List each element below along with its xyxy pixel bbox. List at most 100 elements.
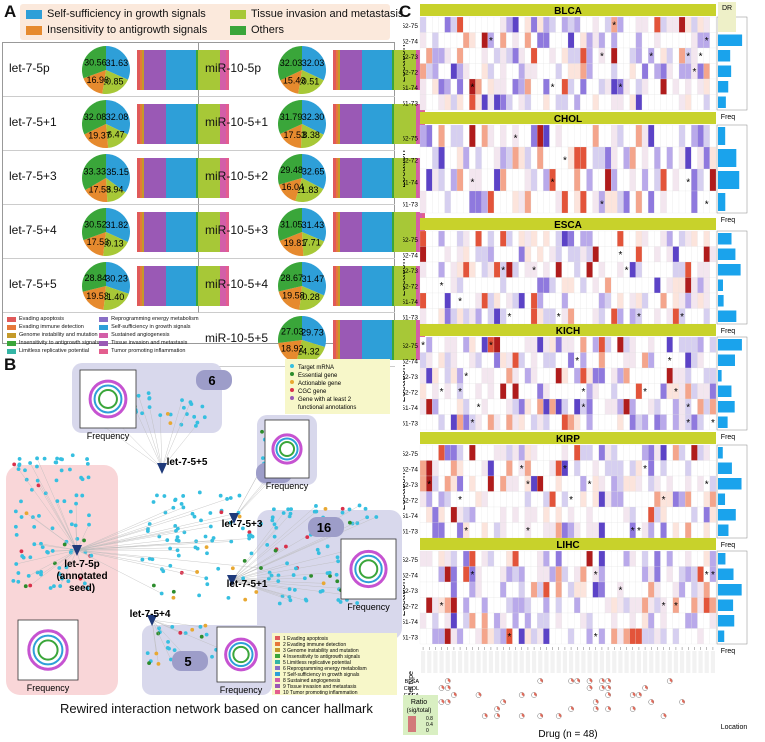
heatmap-cell [444, 628, 451, 645]
ratio-tick: 0.4 [426, 722, 433, 728]
heatmap-cell [549, 124, 556, 148]
heatmap-cell [450, 383, 458, 400]
heatmap-cell [598, 78, 606, 95]
heatmap-cell [598, 491, 606, 508]
heatmap-cell [530, 628, 538, 645]
heatmap-cell [487, 522, 495, 539]
heatmap-cell [530, 230, 538, 247]
hallmark-label: Reprogramming energy metabolism [111, 316, 199, 322]
heatmap-cell [654, 78, 661, 95]
heatmap-cell [592, 261, 599, 278]
heatmap-cell [450, 491, 458, 508]
heatmap-cell [586, 628, 593, 645]
freq-axis-label: Freq [721, 217, 736, 224]
network-edge [119, 425, 163, 469]
network-edge [231, 579, 283, 597]
heatmap-cell [419, 32, 427, 49]
heatmap-cell [426, 506, 433, 523]
heatmap-cell [500, 47, 507, 64]
gene-node [165, 538, 170, 543]
bar-segment [333, 158, 336, 198]
heatmap-cell [450, 277, 458, 294]
heatmap-cell [524, 491, 532, 508]
heatmap-cell [475, 460, 482, 477]
heatmap-cell [685, 444, 692, 461]
hallmark-swatch [275, 678, 280, 682]
heatmap-cell [493, 506, 501, 523]
heatmap-cell [512, 566, 519, 583]
heatmap-cell [623, 612, 630, 629]
heatmap-cell [611, 460, 618, 477]
pie-label: 16.96 [86, 75, 109, 85]
heatmap-cell [611, 550, 618, 567]
heatmap-cell [444, 612, 451, 629]
heatmap-cell [530, 292, 538, 309]
heatmap-cell [432, 414, 439, 431]
heatmap-cell [660, 383, 667, 400]
hallmark-label: Evading immune detection [19, 324, 84, 330]
heatmap-cell [574, 383, 581, 400]
bar-segment [198, 158, 220, 198]
heatmap-cell [691, 628, 698, 645]
gene-node [180, 398, 184, 403]
gene-node [85, 457, 89, 461]
heatmap-cell [666, 78, 673, 95]
heatmap-cell [672, 460, 680, 477]
network-edge [76, 530, 177, 551]
heatmap-cell [456, 78, 464, 95]
heatmap-cell [426, 460, 433, 477]
heatmap-cell [635, 367, 643, 384]
significance-star: * [594, 570, 598, 581]
heatmap-cell [463, 308, 470, 325]
heatmap-cell [475, 612, 482, 629]
heatmap-cell [641, 336, 649, 353]
heatmap-cell [635, 628, 643, 645]
heatmap-cell [691, 550, 698, 567]
heatmap-cell [611, 475, 618, 492]
heatmap-cell [432, 628, 439, 645]
heatmap-cell [444, 367, 451, 384]
heatmap-cell [617, 522, 624, 539]
heatmap-cell [586, 277, 593, 294]
gene-node [82, 538, 86, 543]
heatmap-cell [512, 47, 519, 64]
hallmark-label: Tissue invasion and metastasis [111, 340, 188, 346]
heatmap-cell [567, 292, 575, 309]
heatmap-cell [444, 16, 451, 33]
freq-ring [98, 389, 118, 409]
heatmap-cell [512, 506, 519, 523]
freq-ring [232, 645, 250, 664]
bar-segment [340, 320, 362, 360]
heatmap-cell [438, 246, 445, 263]
heatmap-cell [709, 597, 717, 614]
heatmap-cell [426, 146, 433, 170]
gene-node [78, 576, 83, 581]
heatmap-cell [419, 550, 427, 567]
gene-node [17, 463, 22, 468]
pie-cell: let-7-5p 31.63 20.85 16.96 30.56 [3, 43, 229, 97]
gene-node [147, 396, 152, 401]
pie-label: 30.56 [84, 58, 107, 68]
heatmap-cell [598, 16, 606, 33]
heatmap-cell [444, 292, 451, 309]
heatmap-cell [506, 277, 513, 294]
heatmap-cell [580, 597, 587, 614]
hallmark-stack-bar [137, 158, 229, 198]
heatmap-cell [543, 581, 550, 598]
gene-node [325, 544, 330, 549]
network-edge [76, 539, 168, 551]
heatmap-cell [426, 246, 433, 263]
location-tick: 52-72 [403, 603, 418, 610]
heatmap-cell [530, 566, 538, 583]
network-edge [76, 498, 228, 551]
heatmap-cell [555, 47, 562, 64]
heatmap-cell [592, 168, 599, 192]
hallmark-swatch [275, 672, 280, 676]
heatmap-cell [623, 506, 630, 523]
heatmap-cell [438, 444, 445, 461]
heatmap-cell [660, 94, 667, 111]
legend-label: Tissue invasion and metastasis [251, 8, 404, 20]
pie-label: 19.37 [88, 130, 111, 140]
gene-node [169, 657, 173, 662]
gene-node [145, 529, 150, 533]
